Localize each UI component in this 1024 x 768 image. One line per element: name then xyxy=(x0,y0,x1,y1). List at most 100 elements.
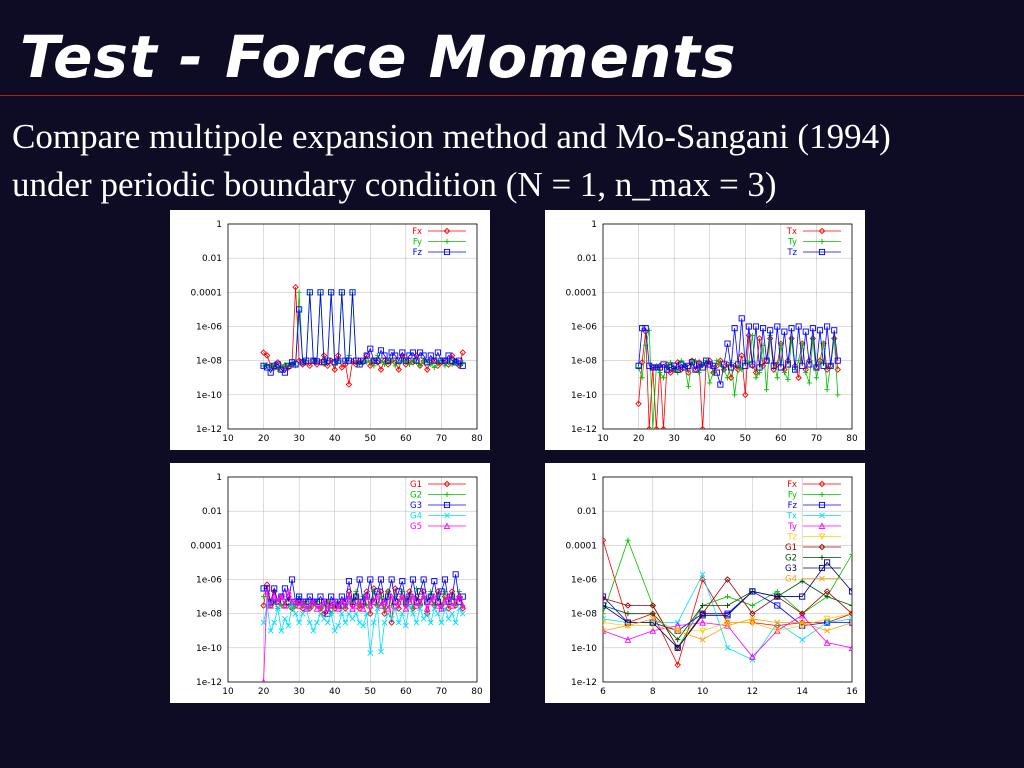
legend-label: Tz xyxy=(786,248,797,258)
data-point xyxy=(675,637,681,643)
data-point xyxy=(292,610,299,617)
data-point xyxy=(356,576,363,583)
data-point xyxy=(653,425,660,429)
legend-marker-shape xyxy=(444,238,450,245)
data-point xyxy=(603,627,606,634)
data-point xyxy=(345,578,352,585)
x-tick-label: 30 xyxy=(293,434,305,444)
data-point xyxy=(427,598,435,605)
data-point xyxy=(642,325,649,332)
data-point xyxy=(763,357,770,364)
x-tick-label: 10 xyxy=(222,687,234,697)
data-point xyxy=(409,349,417,356)
data-point xyxy=(281,369,288,376)
data-point xyxy=(406,598,413,605)
legend-label: Ty xyxy=(787,238,797,248)
data-point xyxy=(785,376,791,383)
legend-marker xyxy=(443,501,451,509)
data-point xyxy=(738,315,745,322)
y-tick-label: 1e-12 xyxy=(571,425,597,435)
legend-marker xyxy=(819,512,825,519)
data-point xyxy=(334,604,342,612)
data-point xyxy=(753,375,759,381)
data-point xyxy=(338,289,345,296)
data-point xyxy=(410,610,416,617)
data-point xyxy=(692,366,699,373)
data-point xyxy=(813,364,820,371)
x-tick-label: 80 xyxy=(846,434,858,444)
y-tick-label: 1e-06 xyxy=(196,323,222,333)
data-point xyxy=(310,598,317,605)
legend-marker-shape xyxy=(819,491,825,498)
data-point xyxy=(342,619,349,626)
y-tick-label: 1e-10 xyxy=(196,391,222,401)
y-tick-label: 1 xyxy=(591,473,597,483)
data-point xyxy=(367,345,374,352)
data-point xyxy=(328,610,335,617)
data-point xyxy=(391,601,399,609)
data-point xyxy=(459,362,466,369)
data-point xyxy=(281,615,288,622)
data-point xyxy=(406,361,413,368)
data-point xyxy=(388,576,395,583)
data-point xyxy=(399,358,405,364)
data-point xyxy=(460,359,466,365)
chart-g-moments-svg: 10 20 30 40 50 60 70 80 1e-12 1e-10 1e-08 1e-06 0.00… xyxy=(191,473,483,697)
data-point xyxy=(742,391,749,399)
data-point xyxy=(306,605,314,612)
x-tick-label: 8 xyxy=(650,687,656,697)
data-point xyxy=(827,362,834,369)
data-point xyxy=(395,619,402,626)
data-point xyxy=(306,601,314,609)
data-point xyxy=(603,602,607,609)
data-point xyxy=(824,627,831,634)
data-point xyxy=(395,605,402,612)
legend-marker xyxy=(443,248,451,256)
data-point xyxy=(756,364,763,371)
y-tick-label: 1e-08 xyxy=(196,357,222,367)
data-point xyxy=(710,362,717,369)
x-tick-label: 14 xyxy=(796,687,808,697)
legend-marker xyxy=(444,238,450,245)
legend-marker xyxy=(819,554,825,561)
data-point xyxy=(409,576,417,583)
data-point xyxy=(449,610,456,617)
data-point xyxy=(435,359,441,365)
data-point xyxy=(306,593,313,600)
data-point xyxy=(739,366,745,373)
data-point xyxy=(625,537,631,543)
data-point xyxy=(338,598,346,605)
data-point xyxy=(267,601,275,609)
data-point xyxy=(363,610,370,617)
x-tick-label: 60 xyxy=(400,687,412,697)
chart-torque-svg: 10 20 30 40 50 60 70 80 1e-12 1e-10 1e-08 1e-06 0.00… xyxy=(566,220,858,444)
data-point xyxy=(278,602,284,609)
data-point xyxy=(338,610,345,617)
data-point xyxy=(260,585,267,592)
data-point xyxy=(671,366,677,373)
data-point xyxy=(724,602,731,609)
data-point xyxy=(774,619,781,626)
data-point xyxy=(431,578,438,585)
data-point xyxy=(724,612,731,619)
data-point xyxy=(320,598,328,605)
data-point xyxy=(660,425,667,429)
data-point xyxy=(603,536,607,544)
chart-force: 10 20 30 40 50 60 70 80 1e-12 1e-10 1e-08 1e-06 0.00… xyxy=(170,210,490,450)
data-point xyxy=(788,325,795,332)
data-point xyxy=(331,359,338,366)
data-point xyxy=(263,581,271,588)
y-tick-label: 0.0001 xyxy=(191,288,223,298)
data-point xyxy=(674,627,682,635)
data-point xyxy=(770,362,777,369)
x-tick-label: 16 xyxy=(846,687,858,697)
y-tick-label: 1e-06 xyxy=(571,576,597,586)
y-tick-label: 1e-10 xyxy=(571,644,597,654)
plot-frame xyxy=(602,476,853,683)
data-point xyxy=(313,358,320,365)
data-point xyxy=(374,357,381,364)
data-point xyxy=(260,602,267,609)
legend-marker-shape xyxy=(444,512,450,519)
data-point xyxy=(281,585,288,592)
data-point xyxy=(384,604,392,612)
